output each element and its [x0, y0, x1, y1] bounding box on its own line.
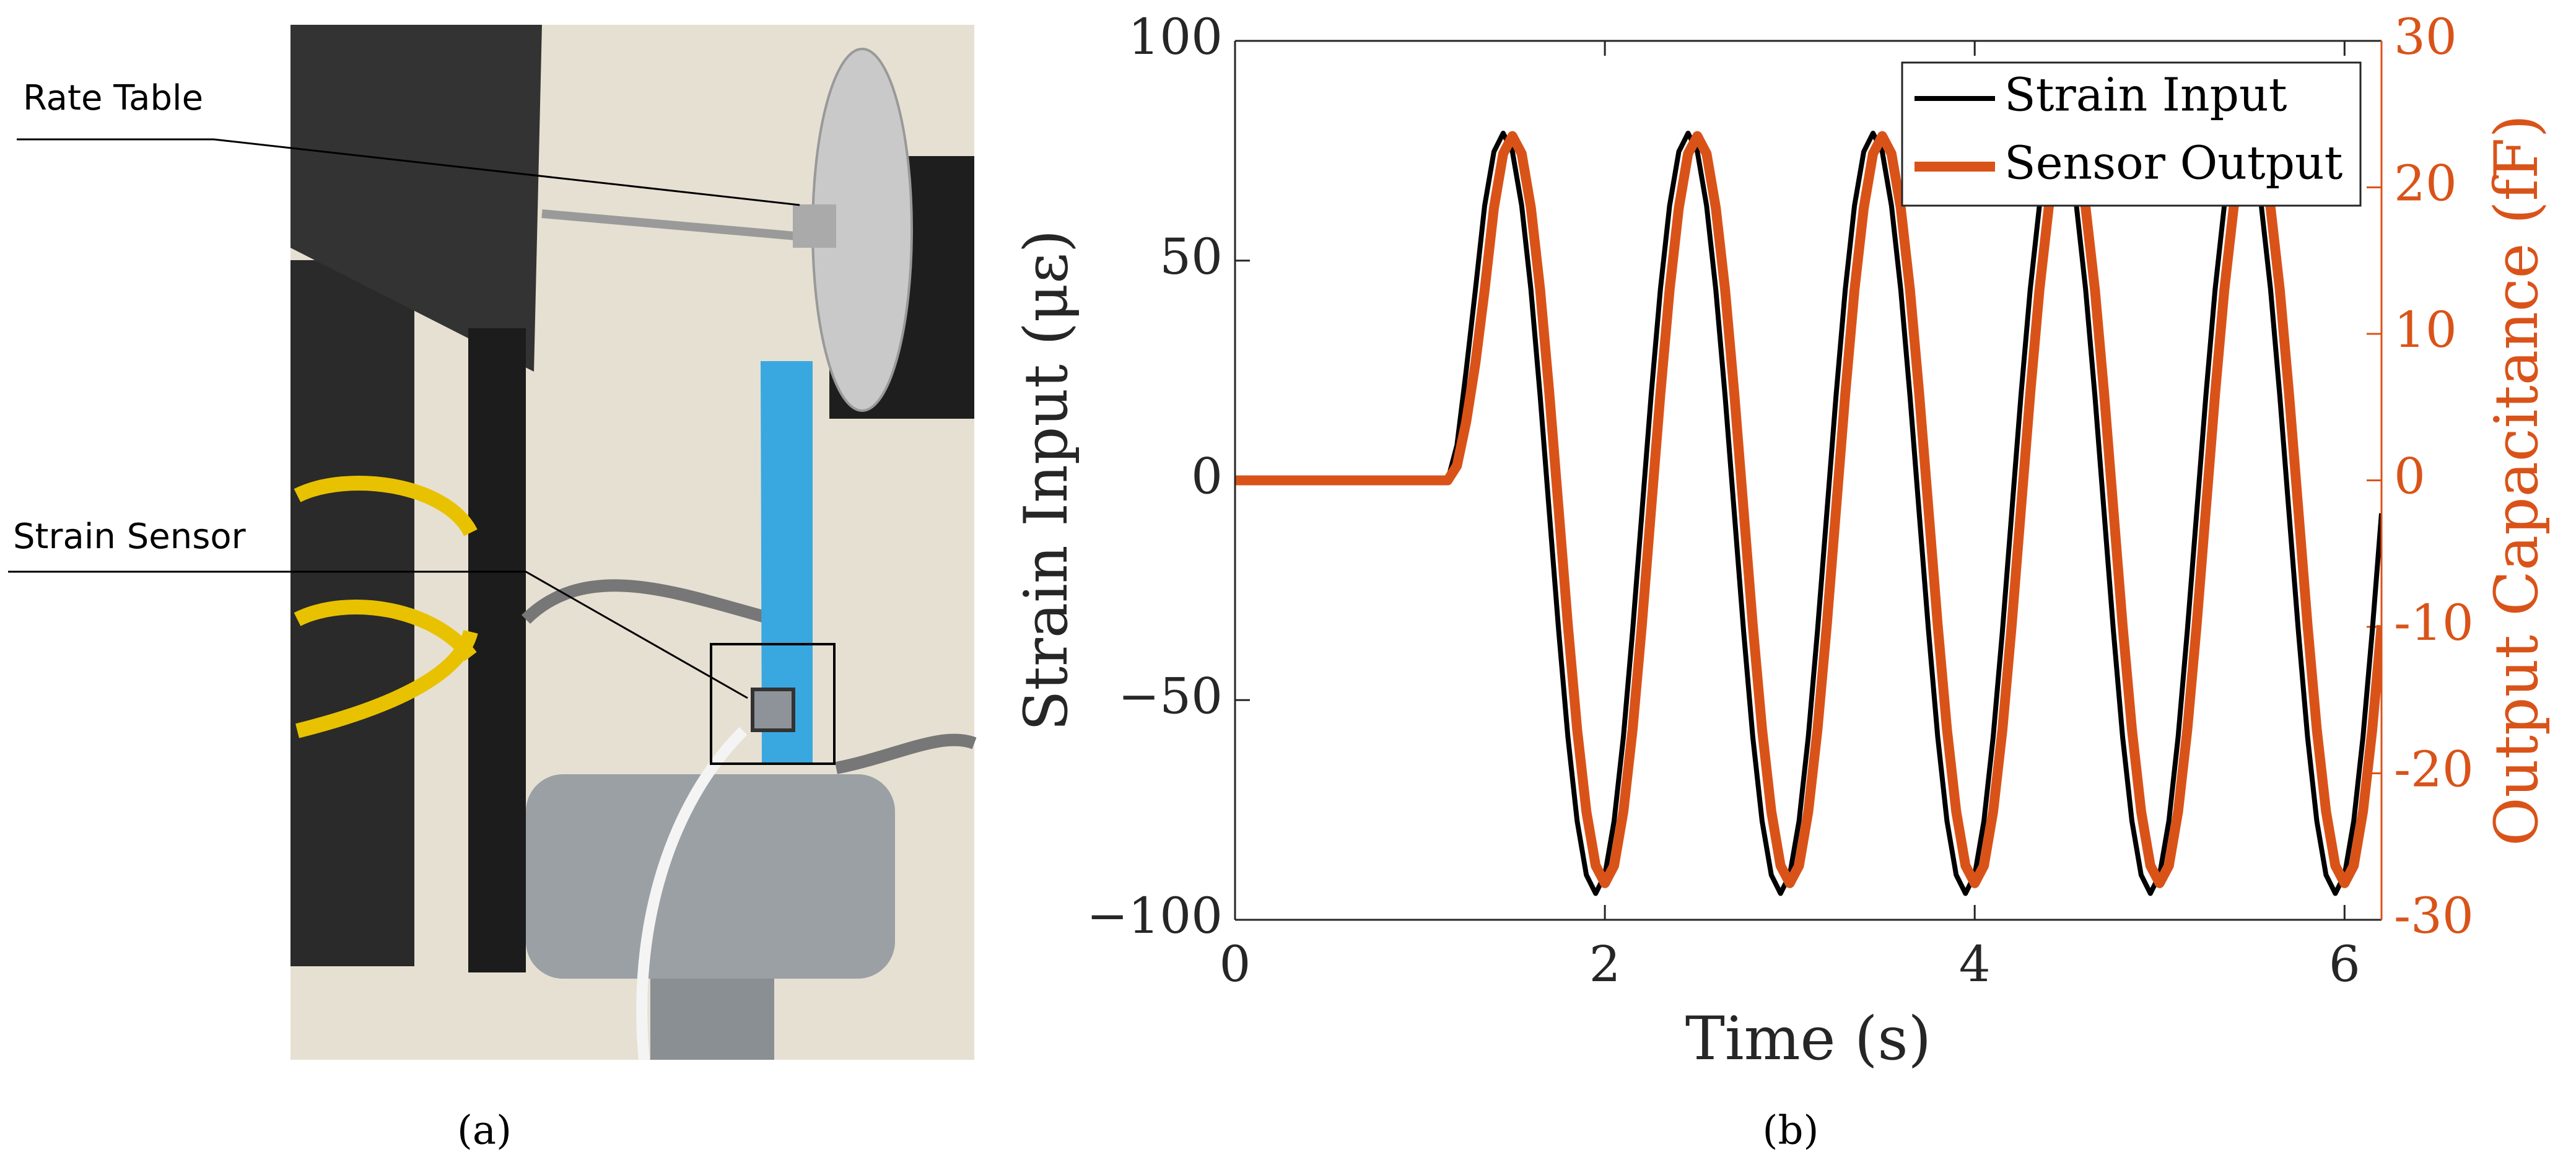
y2-tick-label: 20	[2394, 155, 2457, 212]
sensor	[751, 688, 795, 732]
chart: 0 2 4 6 −100 −50 0 50 100 -30 -20 -10 0 10 20 30 Time (s…	[1011, 8, 2551, 1073]
y-tick-label: 100	[1128, 8, 1223, 66]
x-tick-label: 6	[2329, 935, 2360, 993]
y-tick-label: 0	[1191, 448, 1223, 505]
y2-tick-label: 30	[2394, 8, 2457, 66]
legend-label: Strain Input	[2004, 68, 2287, 121]
y2-tick-label: -20	[2394, 741, 2474, 798]
x-tick-label: 2	[1589, 935, 1621, 993]
y2-axis-label: Output Capacitance (fF)	[2482, 115, 2551, 846]
shaft	[541, 209, 824, 243]
photo: Rate Table Strain Sensor (a)	[8, 25, 977, 1154]
y2-tick-label: 0	[2394, 448, 2425, 505]
y-tick-label: −100	[1086, 887, 1223, 945]
y-axis-label: Strain Input (με)	[1011, 230, 1081, 732]
y2-tick-label: -10	[2394, 594, 2474, 652]
cable	[294, 476, 478, 738]
caption: (b)	[1763, 1108, 1819, 1154]
highlight-box	[710, 643, 836, 765]
leader-line	[8, 570, 748, 699]
y2-tick-label: -30	[2394, 887, 2474, 945]
beam	[761, 361, 813, 764]
photo-label: Rate Table	[23, 78, 203, 118]
cable	[521, 579, 977, 774]
photo-label: Strain Sensor	[13, 517, 247, 557]
vise-base	[650, 979, 774, 1060]
caption: (a)	[457, 1108, 512, 1154]
x-tick-label: 4	[1959, 935, 1991, 993]
x-axis-label: Time (s)	[1685, 1004, 1931, 1073]
vise	[526, 774, 895, 979]
legend: Strain Input Sensor Output	[1901, 61, 2362, 207]
post	[468, 328, 526, 972]
y2-tick-label: 10	[2394, 301, 2457, 359]
hub	[793, 204, 836, 248]
legend-box	[1901, 61, 2362, 207]
plate	[290, 25, 542, 372]
x-tick-label: 0	[1220, 935, 1251, 993]
series-line	[1235, 131, 2382, 888]
y-tick-label: −50	[1118, 667, 1223, 725]
legend-label: Sensor Output	[2004, 136, 2343, 190]
leader-line	[17, 138, 800, 206]
y-tick-label: 50	[1159, 228, 1223, 286]
